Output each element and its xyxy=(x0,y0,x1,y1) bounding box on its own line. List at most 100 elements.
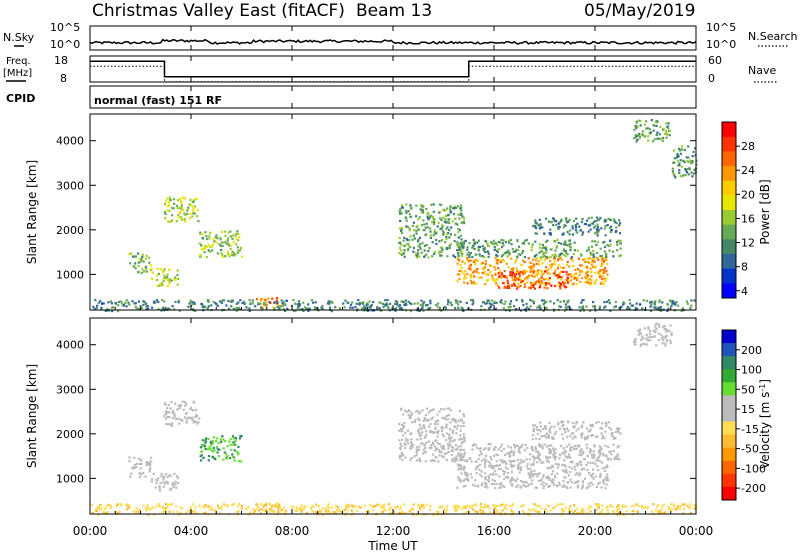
velocity-ylabel: Slant Range [km] xyxy=(25,364,39,468)
nsky-panel: N.Sky 10^5 10^0 10^5 10^0 N.Search xyxy=(3,21,798,51)
freq-panel: Freq. [MHz] 18 8 60 0 Nave xyxy=(3,54,778,85)
colorbar-swatch xyxy=(722,447,736,462)
cpid-label: CPID xyxy=(6,92,35,105)
power-colorbar-label: Power [dB] xyxy=(758,179,772,244)
xtick-label: 12:00 xyxy=(376,524,411,538)
power-region-2 xyxy=(128,252,153,274)
colorbar-swatch xyxy=(722,486,736,501)
colorbar-tick: -100 xyxy=(741,462,766,475)
nsky-tick-bottom: 10^0 xyxy=(50,38,80,51)
colorbar-swatch xyxy=(722,369,736,383)
colorbar-swatch xyxy=(722,382,736,396)
ytick-label: 3000 xyxy=(56,383,84,396)
colorbar-tick: 20 xyxy=(741,188,755,201)
nave-tick-bottom: 0 xyxy=(708,72,715,85)
nsearch-tick-top: 10^5 xyxy=(706,21,736,34)
power-region-10 xyxy=(633,119,672,143)
colorbar-tick: -200 xyxy=(741,482,766,495)
velocity-region-1 xyxy=(199,434,243,463)
colorbar-tick: 200 xyxy=(741,344,762,357)
ytick-label: 1000 xyxy=(56,472,84,485)
colorbar-swatch xyxy=(722,166,736,182)
power-ylabel: Slant Range [km] xyxy=(25,160,39,264)
colorbar-swatch xyxy=(722,180,736,196)
velocity-heatmap-panel: 4000 3000 2000 1000 Slant Range [km] 200 100… xyxy=(25,317,773,517)
power-region-5 xyxy=(398,203,466,259)
colorbar-swatch xyxy=(722,239,736,255)
velocity-region-2 xyxy=(128,456,153,479)
ytick-label: 4000 xyxy=(56,135,84,148)
colorbar-swatch xyxy=(722,195,736,211)
power-region-11 xyxy=(671,145,698,179)
nsky-trace xyxy=(89,38,697,45)
beam-label: Beam 13 xyxy=(356,1,432,21)
power-region-1 xyxy=(198,230,244,259)
colorbar-tick: 15 xyxy=(741,403,755,416)
nave-label: Nave xyxy=(748,64,776,77)
power-region-8 xyxy=(456,238,622,259)
colorbar-swatch xyxy=(722,268,736,284)
xtick-label: 20:00 xyxy=(578,524,613,538)
colorbar-tick: 28 xyxy=(741,140,755,153)
power-heatmap-panel: 4000 3000 2000 1000 Slant Range [km] 28 24 20… xyxy=(25,113,772,313)
nsky-tick-top: 10^5 xyxy=(50,21,80,34)
colorbar-swatch xyxy=(722,224,736,240)
velocity-region-5 xyxy=(398,407,466,463)
cpid-panel: CPID normal (fast) 151 RF xyxy=(6,85,697,109)
colorbar-swatch xyxy=(722,434,736,449)
ytick-label: 3000 xyxy=(56,179,84,192)
power-region-3 xyxy=(150,267,180,288)
colorbar-tick: -50 xyxy=(741,443,759,456)
velocity-region-9 xyxy=(633,322,673,347)
velocity-region-8 xyxy=(531,420,622,441)
nsearch-label: N.Search xyxy=(748,30,798,43)
freq-label-line1: Freq. xyxy=(6,56,31,67)
ytick-label: 4000 xyxy=(56,339,84,352)
nave-trace xyxy=(90,65,696,83)
time-axis: 00:00 04:00 08:00 12:00 16:00 20:00 00:00 xyxy=(73,26,713,538)
date-label: 05/May/2019 xyxy=(584,1,696,21)
station-title: Christmas Valley East (fitACF) xyxy=(92,1,345,21)
freq-tick-top: 18 xyxy=(54,54,68,67)
colorbar-tick: 8 xyxy=(741,261,748,274)
xtick-label: 00:00 xyxy=(73,524,108,538)
velocity-region-3 xyxy=(150,472,180,492)
xtick-label: 16:00 xyxy=(477,524,512,538)
colorbar-swatch xyxy=(722,151,736,167)
colorbar-tick: -15 xyxy=(741,423,759,436)
colorbar-swatch xyxy=(722,395,736,409)
colorbar-tick: 12 xyxy=(741,237,755,250)
colorbar-tick: 50 xyxy=(741,383,755,396)
velocity-colorbar-label: Velocity [m s-1] xyxy=(758,379,773,469)
nave-tick-top: 60 xyxy=(708,54,722,67)
cpid-mode: normal (fast) 151 RF xyxy=(94,94,222,107)
time-axis-label: Time UT xyxy=(367,539,418,553)
colorbar-swatch xyxy=(722,460,736,475)
velocity-region-7 xyxy=(456,442,621,463)
colorbar-swatch xyxy=(722,421,736,436)
colorbar-tick: 4 xyxy=(741,285,748,298)
colorbar-swatch xyxy=(722,122,736,138)
ytick-label: 2000 xyxy=(56,224,84,237)
xtick-label: 04:00 xyxy=(174,524,209,538)
colorbar-swatch xyxy=(722,210,736,226)
colorbar-swatch xyxy=(722,473,736,488)
freq-tick-bottom: 8 xyxy=(60,72,67,85)
colorbar-swatch xyxy=(722,254,736,270)
colorbar-tick: 100 xyxy=(741,364,762,377)
colorbar-tick: 16 xyxy=(741,212,755,225)
nsearch-tick-bottom: 10^0 xyxy=(706,38,736,51)
velocity-region-6 xyxy=(456,460,610,490)
colorbar-swatch xyxy=(722,136,736,152)
xtick-label: 08:00 xyxy=(275,524,310,538)
ytick-label: 1000 xyxy=(56,268,84,281)
freq-trace xyxy=(90,60,696,78)
nsky-label: N.Sky xyxy=(3,31,35,44)
velocity-region-0 xyxy=(163,400,201,427)
colorbar-swatch xyxy=(722,330,736,344)
colorbar-swatch xyxy=(722,408,736,423)
ytick-label: 2000 xyxy=(56,428,84,441)
colorbar-swatch xyxy=(722,283,736,299)
power-region-7 xyxy=(494,270,572,290)
